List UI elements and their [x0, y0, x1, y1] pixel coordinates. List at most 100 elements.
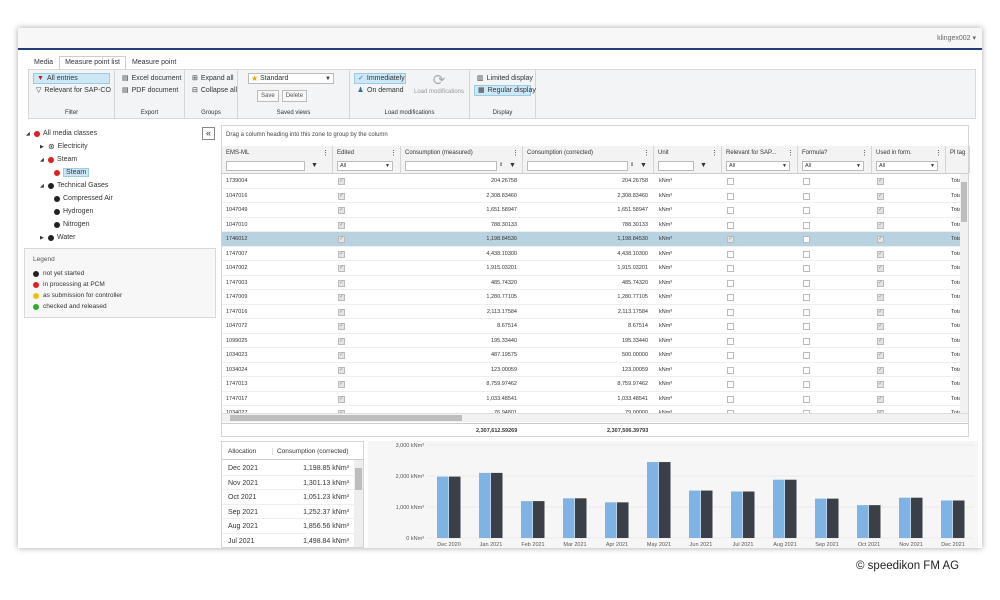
column-menu-icon[interactable]: ⋮: [512, 150, 519, 157]
tree-node-root[interactable]: ◢ All media classes: [26, 130, 98, 137]
save-view-button[interactable]: Save: [257, 90, 279, 102]
edited-checkbox[interactable]: [338, 380, 345, 388]
relevant-sap-checkbox[interactable]: [727, 178, 734, 185]
filter-icon[interactable]: ▼: [311, 162, 318, 169]
table-row[interactable]: 1747016 2,113.17584 2,113.17584 kNm³ Total: [222, 305, 968, 319]
edited-checkbox[interactable]: [338, 221, 345, 229]
chart-bar[interactable]: [689, 490, 701, 538]
relevant-sap-checkbox[interactable]: [727, 366, 734, 374]
horizontal-scrollbar[interactable]: [222, 413, 968, 422]
immediately-button[interactable]: ✓ Immediately: [354, 73, 406, 84]
pdf-export-button[interactable]: ▤ PDF document: [122, 87, 179, 94]
all-entries-button[interactable]: ▼ All entries: [33, 73, 110, 84]
table-row[interactable]: 1747017 1,033.48541 1,033.48541 kNm³ Total: [222, 392, 968, 406]
delete-view-button[interactable]: Delete: [281, 90, 308, 102]
formula-checkbox[interactable]: [803, 279, 810, 287]
col-consumption-measured[interactable]: Consumption (measured) ⋮ ⇕ ▼: [401, 146, 523, 173]
edited-checkbox[interactable]: [338, 279, 345, 287]
chart-bar[interactable]: [869, 505, 881, 538]
edited-checkbox[interactable]: [338, 395, 345, 403]
used-in-form-checkbox[interactable]: [877, 177, 884, 185]
limited-display-button[interactable]: ▥ Limited display: [477, 75, 533, 82]
tab-media[interactable]: Media: [34, 59, 54, 66]
chart-bar[interactable]: [563, 498, 575, 538]
formula-checkbox[interactable]: [803, 352, 810, 359]
table-row[interactable]: 1047049 1,651.58947 1,651.58947 kNm³ Total: [222, 203, 968, 218]
allocation-row[interactable]: Nov 2021 1,301.13 kNm³: [222, 476, 355, 490]
column-header[interactable]: Formula?: [802, 150, 828, 156]
column-header[interactable]: Relevant for SAP...: [726, 150, 777, 156]
relevant-sap-checkbox[interactable]: [727, 279, 734, 287]
table-row[interactable]: 1747013 8,759.97462 8,759.97462 kNm³ Total: [222, 377, 968, 392]
formula-checkbox[interactable]: [803, 265, 810, 272]
formula-checkbox[interactable]: [803, 250, 810, 258]
used-in-form-checkbox[interactable]: [877, 366, 884, 374]
table-row[interactable]: 1739004 204.26758 204.26758 kNm³ Total: [222, 174, 968, 189]
column-header[interactable]: Unit: [658, 150, 669, 156]
formula-checkbox[interactable]: [803, 308, 810, 316]
relevant-sap-checkbox[interactable]: [727, 294, 734, 301]
used-in-form-checkbox[interactable]: [877, 322, 884, 330]
allocation-row[interactable]: Oct 2021 1,051.23 kNm³: [222, 490, 355, 505]
formula-checkbox[interactable]: [803, 395, 810, 403]
on-demand-button[interactable]: ♟ On demand: [357, 87, 404, 94]
chart-bar[interactable]: [731, 491, 743, 539]
column-header[interactable]: Pl tag: [950, 150, 966, 156]
chart-bar[interactable]: [617, 502, 629, 538]
relevant-sap-button[interactable]: ▽ Relevant for SAP-CO: [36, 87, 111, 94]
relevant-sap-checkbox[interactable]: [727, 235, 734, 243]
chart-bar[interactable]: [911, 497, 923, 538]
table-row[interactable]: 1034023 487.19575 500.00000 kNm³ Total: [222, 348, 968, 363]
tree-node-electricity[interactable]: ▶ ⊛ Electricity: [40, 142, 88, 151]
collapse-panel-button[interactable]: «: [202, 127, 215, 140]
used-in-form-checkbox[interactable]: [877, 351, 884, 359]
edited-checkbox[interactable]: [338, 264, 345, 272]
column-filter-select[interactable]: All ▼: [802, 161, 864, 171]
used-in-form-checkbox[interactable]: [877, 395, 884, 403]
tree-node-steam[interactable]: ◢ Steam: [40, 156, 78, 163]
col-used-in-form[interactable]: Used in form. ⋮ All ▼: [872, 146, 946, 173]
chart-bar[interactable]: [743, 491, 755, 539]
edited-checkbox[interactable]: [338, 293, 345, 301]
column-filter-select[interactable]: All ▼: [726, 161, 790, 171]
edited-checkbox[interactable]: [338, 250, 345, 258]
column-menu-icon[interactable]: ⋮: [861, 150, 868, 157]
formula-checkbox[interactable]: [803, 381, 810, 388]
filter-icon[interactable]: ▼: [640, 162, 647, 169]
formula-checkbox[interactable]: [803, 337, 810, 345]
edited-checkbox[interactable]: [338, 206, 345, 214]
load-modifications-button[interactable]: ⟳ Load modifications: [410, 73, 468, 96]
used-in-form-checkbox[interactable]: [877, 337, 884, 345]
relevant-sap-checkbox[interactable]: [727, 323, 734, 330]
chart-bar[interactable]: [647, 462, 659, 538]
column-filter-select[interactable]: All ▼: [876, 161, 938, 171]
table-row[interactable]: 1747007 4,438.10300 4,438.10300 kNm³ Total: [222, 247, 968, 261]
used-in-form-checkbox[interactable]: [877, 206, 884, 214]
relevant-sap-checkbox[interactable]: [727, 337, 734, 345]
column-header[interactable]: Used in form.: [876, 150, 912, 156]
filter-icon[interactable]: ▼: [700, 162, 707, 169]
formula-checkbox[interactable]: [803, 366, 810, 374]
collapse-all-button[interactable]: ⊟ Collapse all: [192, 87, 238, 94]
user-menu[interactable]: klingex002 ▾: [937, 35, 976, 42]
relevant-sap-checkbox[interactable]: [727, 308, 734, 316]
allocation-row[interactable]: Jul 2021 1,498.84 kNm³: [222, 534, 355, 548]
scroll-thumb[interactable]: [961, 182, 967, 222]
chart-bar[interactable]: [899, 497, 911, 538]
table-row[interactable]: 1047010 788.30133 788.30133 kNm³ Total: [222, 218, 968, 232]
formula-checkbox[interactable]: [803, 410, 810, 413]
table-row[interactable]: 1034024 123.00059 123.00059 kNm³ Total: [222, 363, 968, 377]
used-in-form-checkbox[interactable]: [877, 279, 884, 287]
used-in-form-checkbox[interactable]: [877, 192, 884, 200]
edited-checkbox[interactable]: [338, 235, 345, 243]
tree-node-technical-gases[interactable]: ◢ Technical Gases: [40, 182, 109, 189]
table-row[interactable]: 1047002 1,915.03201 1,915.03201 kNm³ Total: [222, 261, 968, 276]
excel-export-button[interactable]: ▤ Excel document: [122, 75, 182, 82]
chart-bar[interactable]: [785, 479, 797, 538]
formula-checkbox[interactable]: [803, 207, 810, 214]
vertical-scrollbar[interactable]: [960, 174, 968, 413]
column-header[interactable]: EMS-ML: [226, 150, 250, 156]
formula-checkbox[interactable]: [803, 192, 810, 200]
allocation-row[interactable]: Dec 2021 1,198.85 kNm³: [222, 461, 355, 476]
column-filter-select[interactable]: All ▼: [337, 161, 393, 171]
